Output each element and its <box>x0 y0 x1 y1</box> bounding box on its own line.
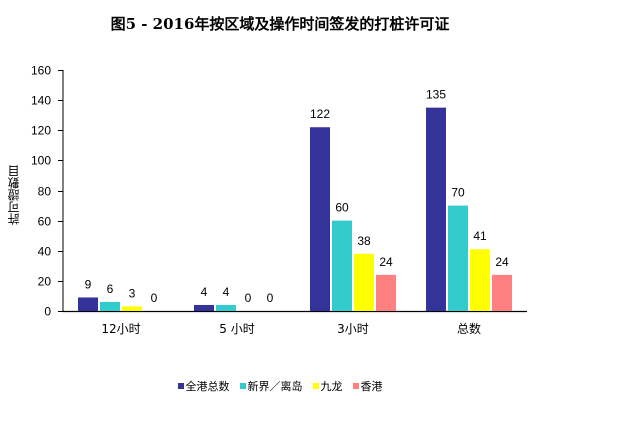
bar-value-label: 6 <box>107 282 114 296</box>
bar <box>122 306 142 311</box>
bar-value-label: 41 <box>473 229 487 243</box>
legend-item: 香港 <box>352 378 383 394</box>
y-tick-label: 0 <box>44 305 51 319</box>
x-tick-label: 12小时 <box>101 322 140 336</box>
bar <box>216 304 236 311</box>
chart-title: 图5 - 2016年按区域及操作时间签发的打桩许可证 <box>110 15 450 33</box>
legend-label: 全港总数 <box>185 380 230 393</box>
bar <box>470 249 490 311</box>
bar-value-label: 135 <box>426 88 446 102</box>
bar <box>426 107 446 311</box>
y-tick-label: 80 <box>38 185 52 199</box>
legend-swatch <box>239 383 246 389</box>
bar-value-label: 4 <box>223 285 230 299</box>
bar-value-label: 24 <box>495 255 509 269</box>
legend-swatch <box>312 383 319 389</box>
x-tick-label: 3小时 <box>337 322 369 336</box>
bar-value-label: 38 <box>357 234 371 248</box>
bar <box>448 205 468 311</box>
y-tick-label: 60 <box>38 215 52 229</box>
legend-item: 九龙 <box>312 378 343 394</box>
bar-value-label: 122 <box>310 107 330 121</box>
bar <box>354 253 374 311</box>
bar-value-label: 3 <box>129 286 136 300</box>
bar <box>332 220 352 311</box>
bar-value-label: 70 <box>451 186 465 200</box>
legend-item: 新界／离岛 <box>239 378 303 394</box>
legend-swatch <box>352 383 359 389</box>
y-tick-label: 20 <box>38 275 52 289</box>
y-tick-label: 120 <box>31 124 51 138</box>
y-tick-label: 160 <box>31 64 51 78</box>
x-tick-label: 总数 <box>457 321 481 336</box>
bar-value-label: 0 <box>151 291 158 305</box>
bar-value-label: 4 <box>201 285 208 299</box>
chart-legend: 全港总数 新界／离岛 九龙 香港 <box>0 378 560 394</box>
bar-value-label: 0 <box>267 291 274 305</box>
bar <box>492 274 512 311</box>
bar <box>194 304 214 311</box>
bar-value-label: 60 <box>335 201 349 215</box>
y-tick-label: 100 <box>31 154 51 168</box>
legend-item: 全港总数 <box>177 378 230 394</box>
x-tick-label: 5 小时 <box>219 322 254 336</box>
bar-value-label: 9 <box>85 277 92 291</box>
y-tick-label: 40 <box>38 245 52 259</box>
bar <box>78 297 98 311</box>
bar <box>376 274 396 311</box>
bar-value-label: 0 <box>245 291 252 305</box>
legend-label: 香港 <box>360 380 383 393</box>
legend-label: 九龙 <box>320 380 343 393</box>
bar <box>310 127 330 311</box>
bar-value-label: 24 <box>379 255 393 269</box>
bar <box>100 301 120 311</box>
legend-label: 新界／离岛 <box>247 380 303 393</box>
y-tick-label: 140 <box>31 94 51 108</box>
legend-swatch <box>177 383 184 389</box>
